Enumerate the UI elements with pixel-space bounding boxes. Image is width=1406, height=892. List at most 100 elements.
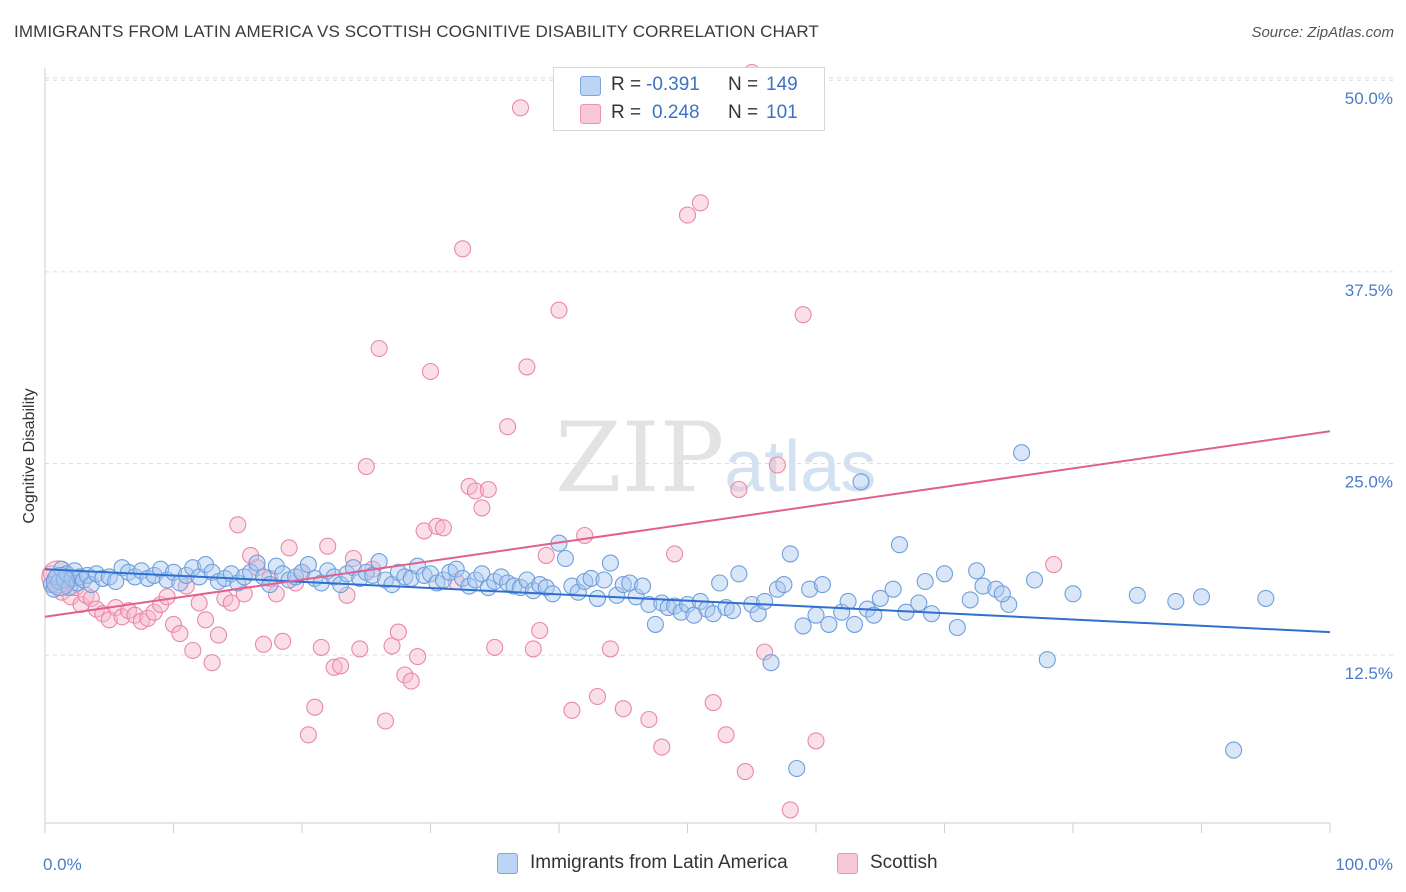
x-tick-label: 100.0% [1335, 855, 1393, 874]
bottom-legend: Immigrants from Latin America Scottish [0, 852, 1406, 878]
y-tick-label: 25.0% [1345, 472, 1393, 491]
scottish-point [338, 586, 356, 604]
latin-america-point [723, 602, 742, 620]
scottish-point [415, 522, 433, 540]
scottish-point [524, 640, 542, 658]
scottish-point [678, 206, 697, 224]
latin-america-point [820, 615, 838, 633]
scottish-point [704, 694, 722, 712]
latin-america-point [537, 579, 555, 597]
latin-america-point [1128, 586, 1146, 604]
scottish-point [113, 608, 131, 626]
scottish-point [511, 99, 530, 117]
scottish-point [807, 732, 825, 750]
scottish-point [389, 623, 407, 641]
latin-america-point [1038, 651, 1056, 669]
tick-labels: 12.5% 25.0% 37.5% 50.0% 0.0% 100.0% Cognitive … [21, 89, 1393, 874]
scottish-point [781, 801, 799, 819]
scottish-point [222, 594, 240, 612]
legend-swatch-blue [580, 76, 601, 96]
scottish-point [563, 701, 581, 719]
scottish-trend-line [44, 430, 1331, 618]
latin-america-point [601, 554, 619, 572]
legend-row-latin-america: R = -0.391 N = 149 [554, 72, 824, 100]
scottish-point [280, 539, 298, 557]
scottish-point [274, 632, 292, 650]
latin-america-point [961, 591, 979, 609]
latin-america-point [666, 597, 684, 615]
scottish-point [229, 516, 247, 534]
latin-america-point [794, 617, 812, 635]
scottish-point [332, 657, 350, 675]
scottish-point [396, 666, 414, 684]
scottish-point [614, 700, 632, 718]
scottish-point [312, 638, 330, 656]
scottish-point [184, 641, 202, 660]
latin-america-point [993, 585, 1011, 603]
scottish-point [139, 609, 157, 627]
scottish-point [254, 635, 273, 653]
latin-america-point [152, 560, 170, 578]
legend-row-scottish: R = 0.248 N = 101 [554, 100, 824, 128]
scottish-point [756, 643, 774, 661]
y-tick-label: 12.5% [1345, 664, 1393, 683]
latin-america-point [492, 568, 510, 586]
latin-america-point [762, 654, 780, 672]
scottish-point [428, 517, 446, 535]
latin-america-point [640, 595, 658, 614]
latin-america-point [948, 618, 966, 637]
latin-america-point [813, 576, 831, 594]
latin-america-point [595, 571, 613, 589]
y-axis-title: Cognitive Disability [21, 388, 38, 523]
axes [44, 68, 1331, 833]
legend-r-value: 0.248 [652, 102, 700, 123]
latin-america-trend-line [44, 568, 1331, 634]
scottish-point [768, 456, 786, 474]
scottish-point [1045, 556, 1063, 574]
latin-america-point [415, 566, 433, 584]
scottish-point [325, 658, 343, 676]
legend: R = -0.391 N = 149 R = 0.248 N = 101 [553, 67, 825, 131]
latin-america-point [518, 571, 536, 589]
latin-america-point [370, 553, 388, 571]
scottish-point [402, 672, 420, 690]
latin-america-point [1167, 592, 1185, 610]
scottish-point [466, 482, 485, 500]
latin-america-point [974, 577, 992, 595]
latin-america-point [916, 572, 934, 591]
latin-america-point [633, 577, 652, 595]
scottish-point [576, 526, 594, 545]
watermark-atlas: atlas [724, 427, 877, 507]
scottish-point [344, 549, 362, 568]
latin-america-point [466, 571, 485, 589]
scottish-point [550, 301, 568, 319]
y-tick-label: 50.0% [1345, 89, 1393, 108]
scottish-point [479, 480, 497, 499]
scottish-point [537, 546, 555, 564]
latin-america-point [839, 592, 857, 610]
trend-lines [44, 430, 1331, 634]
bottom-legend-swatch-pink [837, 853, 858, 874]
legend-r-label: R = [611, 102, 642, 123]
latin-america-point [1225, 741, 1243, 759]
latin-america-point [801, 580, 819, 598]
scottish-point [736, 763, 754, 781]
latin-america-point [473, 565, 491, 583]
scottish-point [190, 594, 208, 612]
bottom-legend-swatch-blue [497, 853, 518, 874]
latin-america-point [556, 549, 574, 568]
latin-america-point [646, 615, 664, 633]
scottish-point [717, 726, 735, 744]
scottish-point [518, 358, 536, 376]
legend-n-value: 101 [766, 102, 798, 123]
latin-america-point [1257, 589, 1275, 607]
scottish-point [383, 637, 401, 655]
latin-america-point [711, 574, 729, 592]
scottish-point [351, 640, 369, 658]
latin-america-point [588, 589, 607, 607]
scottish-point [370, 339, 388, 358]
scottish-point [209, 626, 228, 644]
scottish-point [653, 738, 671, 756]
legend-swatch-pink [580, 104, 601, 124]
